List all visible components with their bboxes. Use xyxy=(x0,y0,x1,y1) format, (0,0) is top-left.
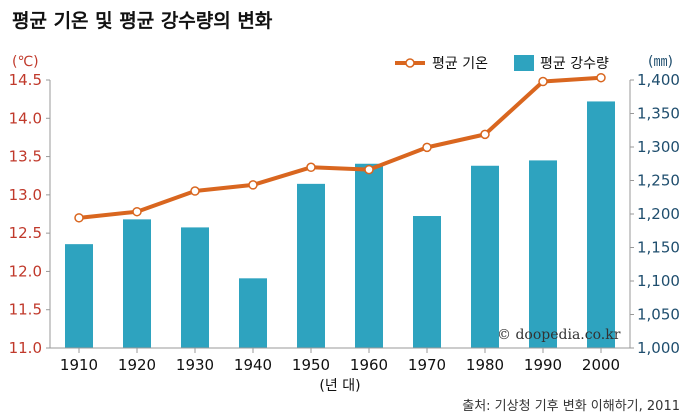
right-tick-label: 1,250 xyxy=(637,172,680,190)
x-tick-label: 1950 xyxy=(292,356,330,374)
precipitation-bar-1920 xyxy=(123,219,151,348)
right-tick-label: 1,150 xyxy=(637,239,680,257)
x-tick-label: 1930 xyxy=(176,356,214,374)
x-tick-label: 1920 xyxy=(118,356,156,374)
temperature-point-1940 xyxy=(248,180,258,190)
x-tick-label: 1990 xyxy=(524,356,562,374)
x-tick-label: 1940 xyxy=(234,356,272,374)
precipitation-bar-2000 xyxy=(587,101,615,348)
precipitation-bar-1980 xyxy=(471,165,499,348)
temperature-point-2000 xyxy=(596,72,606,83)
temperature-point-1950 xyxy=(306,162,316,173)
x-tick-label: 1970 xyxy=(408,356,446,374)
legend-precipitation-swatch xyxy=(514,55,534,71)
left-tick-label: 12.5 xyxy=(9,224,42,242)
left-tick-label: 14.5 xyxy=(9,71,42,89)
source-note: 출처: 기상청 기후 변화 이해하기, 2011 xyxy=(462,399,680,414)
precipitation-bar-1940 xyxy=(239,278,267,348)
watermark: © doopedia.co.kr xyxy=(497,327,621,343)
legend-precipitation-label: 평균 강수량 xyxy=(540,56,609,72)
temperature-point-1960 xyxy=(364,164,374,175)
right-tick-label: 1,350 xyxy=(637,105,680,123)
x-tick-label: 1980 xyxy=(466,356,504,374)
left-axis-ticks: 11.0 11.5 12.0 12.5 13.0 13.5 14.0 14.5 xyxy=(9,71,50,357)
left-tick-label: 11.5 xyxy=(9,301,42,319)
x-tick-label: 1910 xyxy=(60,356,98,374)
right-tick-label: 1,400 xyxy=(637,71,680,89)
temperature-point-1910 xyxy=(74,213,84,223)
x-tick-label: 2000 xyxy=(582,356,620,374)
precipitation-bars xyxy=(65,101,615,348)
right-tick-label: 1,300 xyxy=(637,138,680,156)
precipitation-bar-1930 xyxy=(181,227,209,348)
x-axis-ticks: 1910 1920 1930 1940 1950 1960 1970 1980 1990 2000 xyxy=(60,348,620,374)
right-tick-label: 1,050 xyxy=(637,306,680,324)
precipitation-bar-1990 xyxy=(529,160,557,348)
left-tick-label: 13.5 xyxy=(9,148,42,166)
temperature-series-line xyxy=(78,75,602,220)
temperature-point-1930 xyxy=(190,186,200,196)
left-tick-label: 12.0 xyxy=(9,262,42,280)
precipitation-bar-1910 xyxy=(65,244,93,348)
temperature-line xyxy=(74,72,606,223)
right-axis-unit: (㎜) xyxy=(648,54,673,70)
right-tick-label: 1,100 xyxy=(637,272,680,290)
left-tick-label: 13.0 xyxy=(9,186,42,204)
right-tick-label: 1,000 xyxy=(637,339,680,357)
legend-temperature-label: 평균 기온 xyxy=(432,56,488,72)
temperature-point-1970 xyxy=(422,142,432,153)
chart-title: 평균 기온 및 평균 강수량의 변화 xyxy=(12,10,273,32)
right-axis-ticks: 1,000 1,050 1,100 1,150 1,200 1,250 1,300 1,350… xyxy=(630,71,680,357)
temperature-point-1990 xyxy=(538,76,548,87)
legend-temperature-marker xyxy=(405,58,415,68)
right-tick-label: 1,200 xyxy=(637,205,680,223)
left-tick-label: 11.0 xyxy=(9,339,42,357)
precipitation-bar-1970 xyxy=(413,216,441,348)
precipitation-bar-1960 xyxy=(355,163,383,348)
temperature-point-1980 xyxy=(480,129,490,140)
left-tick-label: 14.0 xyxy=(9,109,42,127)
temperature-point-1920 xyxy=(132,206,142,217)
legend: 평균 기온 평균 강수량 xyxy=(395,55,609,72)
x-tick-label: 1960 xyxy=(350,356,388,374)
left-axis-unit: (℃) xyxy=(12,54,39,70)
precipitation-bar-1950 xyxy=(297,183,325,348)
x-axis-label: (년 대) xyxy=(319,378,360,394)
